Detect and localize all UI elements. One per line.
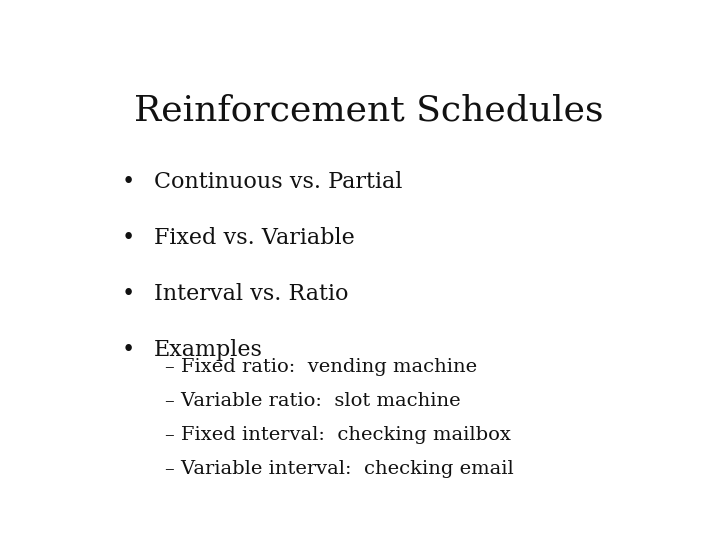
Text: Reinforcement Schedules: Reinforcement Schedules xyxy=(134,94,604,128)
Text: Fixed vs. Variable: Fixed vs. Variable xyxy=(154,227,355,249)
Text: •: • xyxy=(121,171,135,193)
Text: – Variable interval:  checking email: – Variable interval: checking email xyxy=(166,460,514,478)
Text: Continuous vs. Partial: Continuous vs. Partial xyxy=(154,171,402,193)
Text: •: • xyxy=(121,227,135,249)
Text: – Variable ratio:  slot machine: – Variable ratio: slot machine xyxy=(166,392,461,410)
Text: •: • xyxy=(121,339,135,361)
Text: •: • xyxy=(121,283,135,305)
Text: – Fixed ratio:  vending machine: – Fixed ratio: vending machine xyxy=(166,358,477,376)
Text: Examples: Examples xyxy=(154,339,263,361)
Text: Interval vs. Ratio: Interval vs. Ratio xyxy=(154,283,348,305)
Text: – Fixed interval:  checking mailbox: – Fixed interval: checking mailbox xyxy=(166,426,511,444)
